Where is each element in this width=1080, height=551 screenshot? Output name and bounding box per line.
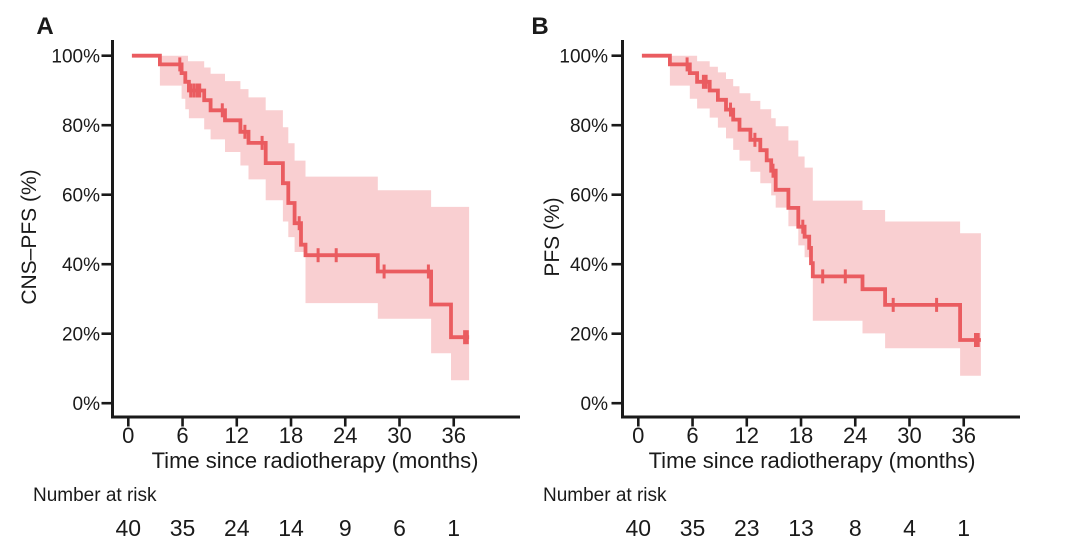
y-tick-label: 40% — [62, 255, 100, 276]
y-tick-label: 0% — [581, 394, 609, 415]
number-at-risk-value: 24 — [224, 515, 250, 541]
x-tick-label: 30 — [387, 423, 411, 448]
y-tick-label: 0% — [73, 394, 101, 415]
panel-b-y-axis-title: PFS (%) — [541, 197, 564, 277]
x-tick-label: 0 — [122, 423, 134, 448]
panel-b-x-axis-title: Time since radiotherapy (months) — [648, 448, 976, 473]
number-at-risk-value: 6 — [393, 515, 406, 541]
number-at-risk-value: 9 — [339, 515, 352, 541]
x-tick-label: 24 — [333, 423, 357, 448]
number-at-risk-value: 35 — [170, 515, 196, 541]
panel-b-number-at-risk-label: Number at risk — [543, 485, 667, 506]
y-tick-label: 20% — [570, 325, 608, 346]
confidence-band — [669, 55, 981, 376]
x-tick-label: 36 — [441, 423, 465, 448]
x-tick-label: 18 — [279, 423, 303, 448]
number-at-risk-value: 8 — [849, 515, 862, 541]
y-tick-label: 60% — [62, 186, 100, 207]
y-tick-label: 20% — [62, 325, 100, 346]
y-tick-label: 100% — [559, 47, 608, 68]
panel-a-letter: A — [36, 13, 54, 40]
y-tick-label: 80% — [570, 116, 608, 137]
panel-a-number-at-risk-label: Number at risk — [33, 485, 157, 506]
km-curve — [131, 53, 470, 340]
number-at-risk-value: 1 — [957, 515, 970, 541]
x-tick-label: 6 — [176, 423, 188, 448]
number-at-risk-value: 4 — [903, 515, 916, 541]
y-tick-label: 40% — [570, 255, 608, 276]
y-tick-label: 100% — [51, 47, 100, 68]
x-tick-label: 6 — [686, 423, 698, 448]
x-tick-label: 24 — [843, 423, 867, 448]
x-tick-label: 18 — [789, 423, 813, 448]
number-at-risk-value: 40 — [626, 515, 652, 541]
x-tick-label: 12 — [225, 423, 249, 448]
number-at-risk-value: 1 — [447, 515, 460, 541]
panel-b-letter: B — [531, 13, 549, 40]
x-tick-label: 30 — [897, 423, 921, 448]
number-at-risk-value: 23 — [734, 515, 760, 541]
x-tick-label: 0 — [632, 423, 644, 448]
panel-a-x-axis-title: Time since radiotherapy (months) — [151, 448, 479, 473]
y-tick-label: 60% — [570, 186, 608, 207]
number-at-risk-value: 14 — [278, 515, 304, 541]
number-at-risk-value: 35 — [680, 515, 706, 541]
x-tick-label: 36 — [951, 423, 975, 448]
x-tick-label: 12 — [735, 423, 759, 448]
confidence-band — [159, 55, 470, 381]
number-at-risk-value: 13 — [788, 515, 814, 541]
panel-b: 100% 80% 60% 40% 20% 0% 0 6 12 18 24 30 36 40 35 23 13 8 4… — [559, 40, 1020, 541]
number-at-risk-value: 40 — [116, 515, 142, 541]
panel-a: 100% 80% 60% 40% 20% 0% 0 6 12 18 24 30 36 40 35 24 14 9 6… — [51, 40, 520, 541]
y-tick-label: 80% — [62, 116, 100, 137]
km-curve — [641, 53, 981, 342]
panel-a-y-axis-title: CNS–PFS (%) — [18, 169, 41, 305]
